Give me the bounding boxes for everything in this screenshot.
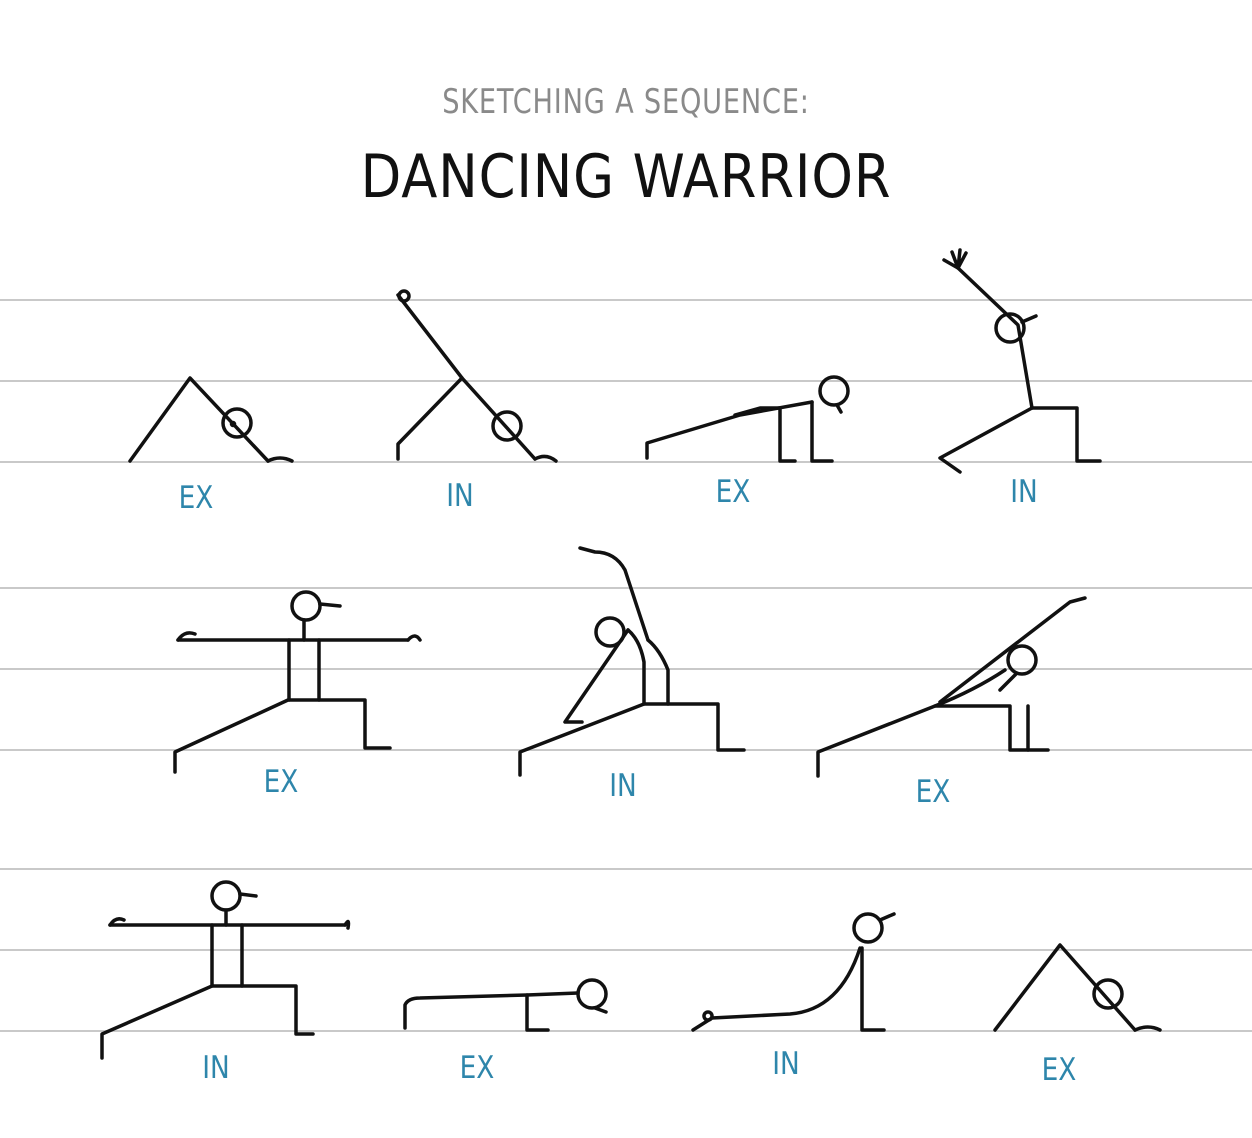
breath-label-in: IN: [202, 1050, 230, 1086]
sequence-subtitle: SKETCHING A SEQUENCE:: [442, 82, 810, 122]
breath-label-ex: EX: [459, 1050, 495, 1086]
warrior-two-pose-icon: [100, 880, 351, 1060]
extended-side-angle-pose-icon: [816, 596, 1087, 778]
breath-label-ex: EX: [715, 474, 751, 510]
low-lunge-pose-icon: [645, 375, 850, 463]
sequence-title: DANCING WARRIOR: [360, 142, 892, 212]
warrior-two-pose-icon: [173, 590, 422, 774]
breath-label-in: IN: [609, 768, 637, 804]
breath-label-in: IN: [1010, 474, 1038, 510]
downward-dog-pose-icon: [128, 376, 294, 463]
breath-label-ex: EX: [915, 774, 951, 810]
breath-label-in: IN: [772, 1046, 800, 1082]
three-legged-dog-pose-icon: [396, 289, 558, 463]
downward-dog-pose-icon: [993, 943, 1162, 1032]
breath-label-ex: EX: [178, 480, 214, 516]
breath-label-ex: EX: [1041, 1052, 1077, 1088]
breath-label-ex: EX: [263, 764, 299, 800]
reverse-warrior-pose-icon: [518, 546, 746, 777]
upward-dog-pose-icon: [691, 912, 896, 1032]
plank-pose-icon: [403, 978, 608, 1032]
warrior-one-pose-icon: [938, 248, 1102, 474]
ruled-lines: [0, 299, 1252, 1032]
breath-label-in: IN: [446, 478, 474, 514]
